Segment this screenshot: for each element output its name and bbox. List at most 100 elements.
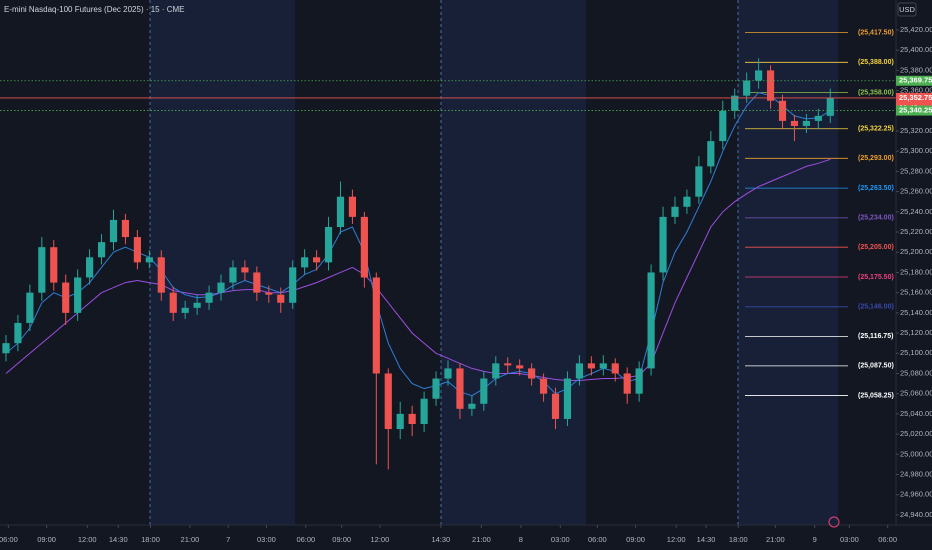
x-tick-label: 8 <box>519 535 523 544</box>
candle-body <box>683 196 691 207</box>
chart-title: E-mini Nasdaq-100 Futures (Dec 2025) · 1… <box>4 5 185 14</box>
pivot-label: (25,322.25) <box>858 126 894 133</box>
moving-average <box>5 158 831 381</box>
pivot-label: (25,388.00) <box>858 59 894 66</box>
x-tick-label: 18:00 <box>141 535 160 544</box>
y-tick-label: 24,940.00 <box>900 510 932 519</box>
candle-body <box>14 322 22 344</box>
candle-body <box>360 216 368 278</box>
session-band <box>738 0 838 525</box>
alert-icon[interactable] <box>828 516 840 528</box>
candle-body <box>528 368 536 379</box>
candle-body <box>336 196 345 227</box>
x-tick-label: 18:00 <box>729 535 748 544</box>
y-tick-label: 25,280.00 <box>900 166 932 175</box>
y-tick-label: 25,140.00 <box>900 308 932 317</box>
pivot-label: (25,116.75) <box>858 333 893 340</box>
candle-body <box>743 80 751 96</box>
candle-body <box>695 166 703 197</box>
x-tick-label: 03:00 <box>551 535 570 544</box>
candle-body <box>289 267 297 303</box>
pivot-label: (25,293.00) <box>858 155 894 162</box>
x-tick-label: 12:00 <box>371 535 390 544</box>
y-tick-label: 25,240.00 <box>900 207 932 216</box>
x-tick-label: 09:00 <box>626 535 645 544</box>
x-tick-label: 09:00 <box>37 535 56 544</box>
x-tick-label: 06:00 <box>588 535 607 544</box>
candle-body <box>516 365 524 369</box>
candle-body <box>133 237 141 263</box>
candle-body <box>480 378 488 404</box>
y-tick-label: 25,160.00 <box>900 288 932 297</box>
candle-body <box>277 294 285 303</box>
x-tick-label: 12:00 <box>78 535 97 544</box>
candle-body <box>301 257 309 268</box>
candle-body <box>444 368 452 379</box>
axes: 24,940.00 24,960.00 24,980.00 25,000.00 25,0… <box>0 25 932 544</box>
x-tick-label: 09:00 <box>332 535 351 544</box>
y-tick-label: 25,420.00 <box>900 25 932 34</box>
candle-body <box>468 403 476 409</box>
candle-body <box>611 363 619 374</box>
x-tick-label: 12:00 <box>667 535 686 544</box>
pivot-label: (25,205.00) <box>858 244 894 251</box>
candle-body <box>635 368 643 394</box>
candle-body <box>420 398 428 424</box>
pivot-label: (25,263.50) <box>858 185 894 192</box>
price-tag-label: 25,352.75 <box>899 93 932 102</box>
currency[interactable]: USD <box>899 5 915 14</box>
candle-body <box>396 413 404 430</box>
candle-body <box>575 363 583 379</box>
y-tick-label: 25,220.00 <box>900 227 932 236</box>
candle-body <box>241 267 249 273</box>
candle-body <box>2 343 10 354</box>
currency-box[interactable] <box>897 2 917 17</box>
x-tick-label: 06:00 <box>296 535 315 544</box>
candle-body <box>384 373 392 430</box>
price-tag <box>896 75 932 86</box>
y-tick-label: 25,180.00 <box>900 267 932 276</box>
candle-body <box>38 247 46 293</box>
y-tick-label: 25,060.00 <box>900 389 932 398</box>
candle-body <box>50 247 58 283</box>
y-tick-label: 25,080.00 <box>900 368 932 377</box>
y-tick-label: 24,980.00 <box>900 469 932 478</box>
candle-body <box>659 216 667 273</box>
candle-body <box>74 277 82 313</box>
x-tick-label: 21:00 <box>766 535 785 544</box>
candle-body <box>217 282 225 293</box>
candle-body <box>121 219 130 238</box>
price-tag <box>896 105 932 116</box>
candle-body <box>408 413 416 424</box>
candle-body <box>755 70 763 81</box>
pivot-label: (25,417.50) <box>858 29 894 36</box>
y-tick-label: 25,400.00 <box>900 45 932 54</box>
candle-body <box>826 97 834 116</box>
x-tick-label: 7 <box>226 535 230 544</box>
candle-body <box>26 292 34 323</box>
y-tick-label: 25,000.00 <box>900 449 932 458</box>
x-tick-label: 14:30 <box>431 535 450 544</box>
candle-body <box>587 363 595 369</box>
x-tick-label: 03:00 <box>257 535 276 544</box>
candle-body <box>157 257 165 293</box>
candle-body <box>671 206 679 217</box>
y-tick-label: 25,120.00 <box>900 328 932 337</box>
price-axis <box>896 0 932 550</box>
y-tick-label: 25,380.00 <box>900 65 932 74</box>
candle-body <box>181 307 189 313</box>
y-tick-label: 25,200.00 <box>900 247 932 256</box>
y-tick-label: 25,360.00 <box>900 86 932 95</box>
session-band <box>150 0 295 525</box>
x-tick-label: 21:00 <box>181 535 200 544</box>
price-tag-label: 25,369.75 <box>899 76 932 85</box>
y-tick-label: 25,100.00 <box>900 348 932 357</box>
candle-body <box>551 393 560 419</box>
x-tick-label: 06:00 <box>0 535 18 544</box>
candle-body <box>814 115 822 121</box>
candle-body <box>539 378 548 394</box>
candle-body <box>731 95 739 111</box>
candle-body <box>719 110 727 142</box>
candle-body <box>205 292 213 303</box>
candle-body <box>623 373 631 394</box>
